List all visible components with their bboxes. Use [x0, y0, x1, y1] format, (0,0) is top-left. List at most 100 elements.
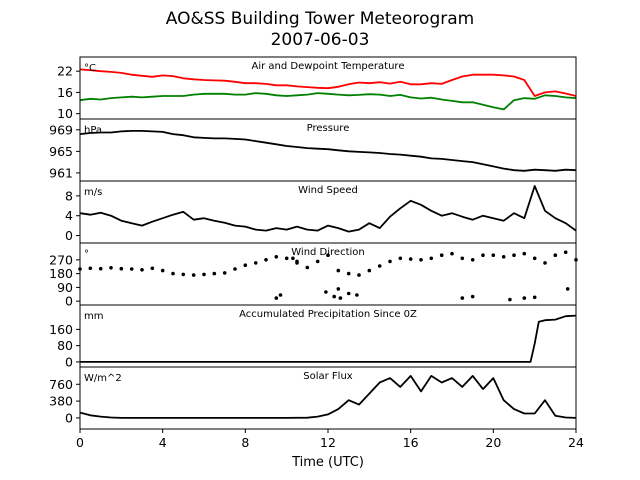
data-point: [388, 259, 392, 264]
data-point: [150, 266, 155, 271]
unit-label: W/m^2: [84, 373, 122, 384]
panel-title: Wind Direction: [291, 247, 365, 258]
data-point: [532, 256, 537, 261]
data-point: [336, 287, 341, 291]
data-point: [419, 258, 423, 262]
data-point: [532, 295, 537, 300]
panel-title: Accumulated Precipitation Since 0Z: [239, 309, 417, 320]
panel-3: 0 4 8 m/s Wind Speed: [65, 180, 577, 244]
data-point: [491, 253, 496, 257]
data-point: [326, 253, 330, 257]
data-point: [171, 271, 175, 276]
unit-label: °C: [84, 63, 96, 74]
y-tick-label: 10: [57, 106, 73, 121]
data-point: [460, 296, 465, 300]
y-tick-label: 270: [49, 252, 73, 267]
data-point: [305, 265, 310, 270]
panel-title: Solar Flux: [303, 371, 353, 382]
data-point: [460, 256, 465, 261]
data-point: [98, 266, 103, 271]
x-axis: 0 4 8 12 16 20 24: [76, 429, 584, 450]
data-point: [522, 251, 527, 256]
data-point: [346, 271, 351, 276]
data-point: [377, 264, 382, 268]
y-tick-label: 0: [65, 228, 73, 243]
y-tick-label: 969: [49, 122, 73, 137]
series-line-2: [79, 92, 577, 111]
y-tick-label: 0: [65, 354, 73, 369]
data-point: [264, 258, 268, 262]
data-point: [357, 273, 361, 277]
unit-label: hPa: [84, 125, 102, 136]
data-point: [439, 253, 444, 257]
y-tick-label: 0: [65, 294, 73, 309]
data-point: [336, 268, 341, 273]
data-point: [563, 250, 568, 254]
x-tick-label: 16: [403, 435, 419, 450]
data-point: [338, 296, 343, 300]
data-point: [295, 259, 299, 264]
data-point: [470, 258, 475, 262]
y-tick-label: 760: [49, 377, 73, 392]
data-point: [522, 296, 527, 300]
figure-subtitle: 2007-06-03: [271, 30, 370, 50]
data-point: [88, 266, 93, 271]
y-tick-label: 380: [49, 394, 73, 409]
series-line-1: [79, 374, 577, 419]
unit-label: °: [84, 249, 89, 260]
data-point: [367, 268, 372, 273]
series-line-1: [79, 68, 577, 97]
data-point: [565, 287, 570, 291]
x-tick-label: 12: [320, 435, 336, 450]
y-tick-label: 965: [49, 144, 73, 159]
x-tick-label: 24: [568, 435, 584, 450]
x-tick-label: 0: [76, 435, 84, 450]
x-tick-label: 20: [485, 435, 501, 450]
data-point: [212, 271, 217, 276]
data-point: [253, 261, 258, 265]
data-point: [119, 266, 124, 271]
y-tick-label: 961: [49, 165, 73, 180]
data-point: [450, 251, 454, 256]
data-point: [202, 272, 206, 277]
y-tick-label: 22: [57, 64, 73, 79]
data-point: [284, 256, 289, 261]
series-line-1: [79, 129, 577, 172]
data-point: [512, 253, 516, 257]
data-point: [324, 290, 328, 294]
data-point: [398, 256, 403, 261]
y-tick-label: 180: [49, 266, 73, 281]
data-point: [508, 297, 512, 302]
y-tick-label: 0: [65, 410, 73, 425]
data-point: [501, 254, 506, 259]
panel-1: 10 16 22 °C Air and Dewpoint Temperature: [57, 56, 577, 121]
data-point: [315, 259, 320, 264]
data-point: [278, 293, 283, 297]
data-point: [243, 263, 248, 268]
data-point: [470, 294, 475, 299]
y-tick-label: 160: [49, 322, 73, 337]
data-point: [160, 268, 165, 273]
data-point: [355, 293, 359, 297]
data-point: [274, 254, 279, 259]
data-point: [543, 261, 547, 265]
data-point: [233, 267, 237, 271]
y-tick-label: 90: [57, 280, 73, 295]
data-point: [191, 273, 196, 277]
x-tick-label: 4: [159, 435, 167, 450]
unit-label: mm: [84, 311, 103, 322]
x-axis-label: Time (UTC): [291, 455, 364, 470]
data-point: [129, 267, 134, 271]
data-point: [429, 256, 434, 261]
series-line-1: [80, 314, 577, 363]
data-point: [109, 266, 113, 270]
data-point: [332, 294, 337, 299]
panel-title: Pressure: [307, 123, 350, 134]
unit-label: m/s: [84, 187, 102, 198]
x-tick-label: 8: [241, 435, 249, 450]
